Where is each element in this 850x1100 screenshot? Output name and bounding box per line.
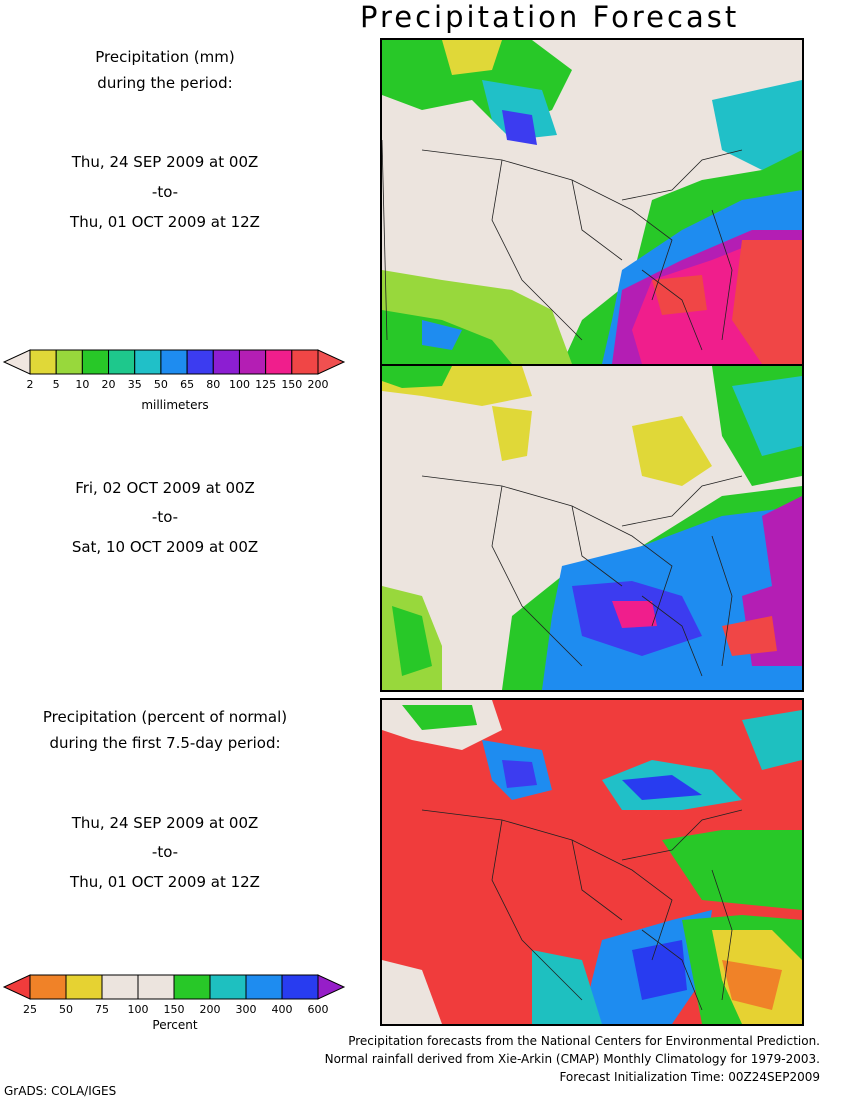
footer-line3: Forecast Initialization Time: 00Z24SEP20…: [559, 1070, 820, 1084]
panel1-to: -to-: [151, 183, 179, 201]
panel3-heading-line1: Precipitation (percent of normal): [42, 708, 288, 726]
page-title: Precipitation Forecast: [360, 0, 740, 34]
colorbar-mm-tick-label: 5: [52, 378, 60, 391]
colorbar-percent-tick-label: 400: [271, 1003, 293, 1016]
colorbar-mm-tick-label: 125: [255, 378, 277, 391]
colorbar-percent-swatch: [101, 974, 139, 1000]
panel2-start-date: Fri, 02 OCT 2009 at 00Z: [75, 479, 255, 497]
colorbar-percent-tick-label: 100: [127, 1003, 149, 1016]
colorbar-mm-tick-label: 200: [307, 378, 329, 391]
colorbar-mm-tick-label: 50: [153, 378, 168, 391]
colorbar-mm-swatch: [212, 349, 240, 375]
colorbar-percent-swatch: [65, 974, 103, 1000]
percent-normal-map-graphic: [382, 700, 802, 1024]
colorbar-percent-labels: 25 50 75 100 150 200 300 400 600: [0, 1003, 350, 1017]
precip-map-week1-graphic: [382, 40, 802, 364]
panel1-end-date: Thu, 01 OCT 2009 at 12Z: [70, 213, 260, 231]
precip-map-week2-graphic: [382, 366, 802, 690]
colorbar-mm-swatch: [238, 349, 267, 375]
colorbar-mm-swatch: [291, 349, 319, 375]
colorbar-percent-tick-label: 600: [307, 1003, 329, 1016]
colorbar-percent-unit: Percent: [152, 1018, 198, 1032]
precip-map-week2: [380, 364, 804, 692]
panel3-to: -to-: [151, 843, 179, 861]
colorbar-mm-tick-label: 2: [26, 378, 34, 391]
colorbar-percent-tick-label: 200: [199, 1003, 221, 1016]
colorbar-mm-swatch: [55, 349, 83, 375]
colorbar-mm-tick-label: 10: [75, 378, 90, 391]
colorbar-percent-swatch: [137, 974, 175, 1000]
colorbar-percent-tick-label: 150: [163, 1003, 185, 1016]
precip-map-week1: [380, 38, 804, 366]
panel3-start-date: Thu, 24 SEP 2009 at 00Z: [71, 814, 259, 832]
colorbar-mm-labels: 2 5 10 20 35 50 65 80 100 125 150 200: [0, 378, 350, 392]
footer-line2: Normal rainfall derived from Xie-Arkin (…: [324, 1052, 820, 1066]
panel1-start-date: Thu, 24 SEP 2009 at 00Z: [71, 153, 259, 171]
colorbar-percent-tick-label: 50: [59, 1003, 73, 1016]
panel3-heading-line2: during the first 7.5-day period:: [49, 734, 281, 752]
colorbar-mm-unit: millimeters: [141, 398, 209, 412]
panel2-end-date: Sat, 10 OCT 2009 at 00Z: [71, 538, 259, 556]
colorbar-mm-tick-label: 150: [281, 378, 303, 391]
colorbar-mm-tick-label: 35: [127, 378, 142, 391]
colorbar-percent-high-arrow: [317, 974, 346, 1000]
colorbar-percent-graphic: [2, 974, 346, 1000]
colorbar-percent-swatch: [29, 974, 67, 1000]
colorbar-percent-swatch: [245, 974, 283, 1000]
panel3-end-date: Thu, 01 OCT 2009 at 12Z: [70, 873, 260, 891]
colorbar-mm-swatch: [134, 349, 162, 375]
colorbar-mm-tick-label: 100: [228, 378, 250, 391]
colorbar-percent: 25 50 75 100 150 200 300 400 600 Percent: [0, 973, 350, 1038]
colorbar-mm-swatch: [160, 349, 188, 375]
colorbar-percent-tick-label: 300: [235, 1003, 257, 1016]
colorbar-mm-swatch: [108, 349, 136, 375]
colorbar-percent-low-arrow: [2, 974, 31, 1000]
colorbar-mm-tick-label: 80: [206, 378, 221, 391]
colorbar-percent-swatch: [281, 974, 319, 1000]
colorbar-mm-tick-label: 65: [180, 378, 195, 391]
panel1-heading-line1: Precipitation (mm): [95, 48, 235, 66]
colorbar-percent-tick-label: 75: [95, 1003, 109, 1016]
colorbar-percent-swatch: [209, 974, 247, 1000]
colorbar-percent-tick-label: 25: [23, 1003, 37, 1016]
footer-line1: Precipitation forecasts from the Nationa…: [348, 1034, 820, 1048]
colorbar-mm-swatch: [81, 349, 110, 375]
panel2-to: -to-: [151, 508, 179, 526]
colorbar-mm: 2 5 10 20 35 50 65 80 100 125 150 200 millimeters: [0, 348, 350, 413]
colorbar-mm-swatch: [29, 349, 57, 375]
colorbar-mm-swatch: [186, 349, 214, 375]
colorbar-mm-graphic: [2, 349, 346, 375]
colorbar-mm-low-arrow: [2, 349, 31, 375]
grads-credit: GrADS: COLA/IGES: [4, 1084, 117, 1098]
colorbar-mm-tick-label: 20: [101, 378, 116, 391]
percent-normal-map: [380, 698, 804, 1026]
colorbar-mm-swatch: [265, 349, 293, 375]
panel1-heading-line2: during the period:: [97, 74, 233, 92]
colorbar-percent-swatch: [173, 974, 211, 1000]
colorbar-mm-high-arrow: [317, 349, 346, 375]
